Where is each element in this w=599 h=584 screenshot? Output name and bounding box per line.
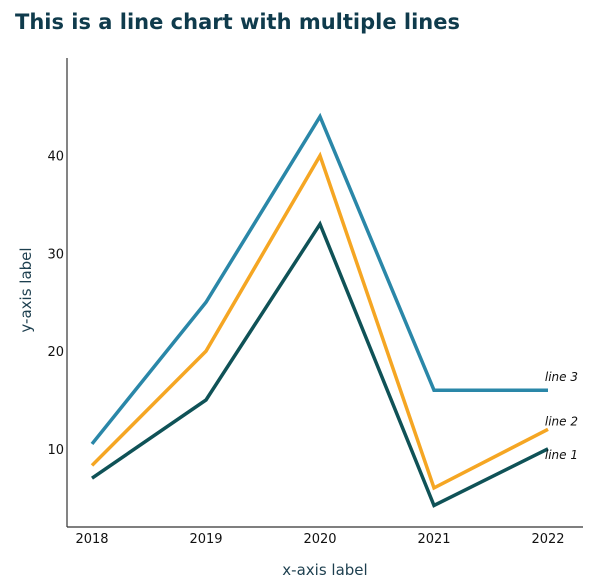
- x-axis-label: x-axis label: [282, 561, 367, 579]
- y-tick-label: 10: [47, 443, 64, 458]
- x-tick-label: 2018: [75, 532, 108, 547]
- y-tick-label: 20: [47, 345, 64, 360]
- series-labels: line 1 line 2 line 3: [545, 370, 578, 462]
- y-tick-label: 40: [47, 150, 64, 165]
- series-label: line 1: [545, 448, 578, 462]
- y-tick-labels: 10 20 30 40: [47, 150, 64, 458]
- axes: [66, 58, 583, 528]
- chart-title: This is a line chart with multiple lines: [15, 10, 460, 34]
- x-tick-label: 2022: [531, 532, 564, 547]
- series-lines: [90, 112, 549, 508]
- x-tick-label: 2020: [303, 532, 336, 547]
- y-axis-label: y-axis label: [17, 247, 35, 332]
- series-line-1: [91, 220, 549, 508]
- x-tick-label: 2021: [417, 532, 450, 547]
- x-tick-label: 2019: [189, 532, 222, 547]
- series-label: line 3: [545, 370, 578, 384]
- series-label: line 2: [545, 414, 578, 428]
- y-tick-label: 30: [47, 247, 64, 262]
- x-tick-labels: 2018 2019 2020 2021 2022: [75, 532, 564, 547]
- series-line-3: [90, 112, 548, 446]
- series-line-2: [90, 151, 549, 491]
